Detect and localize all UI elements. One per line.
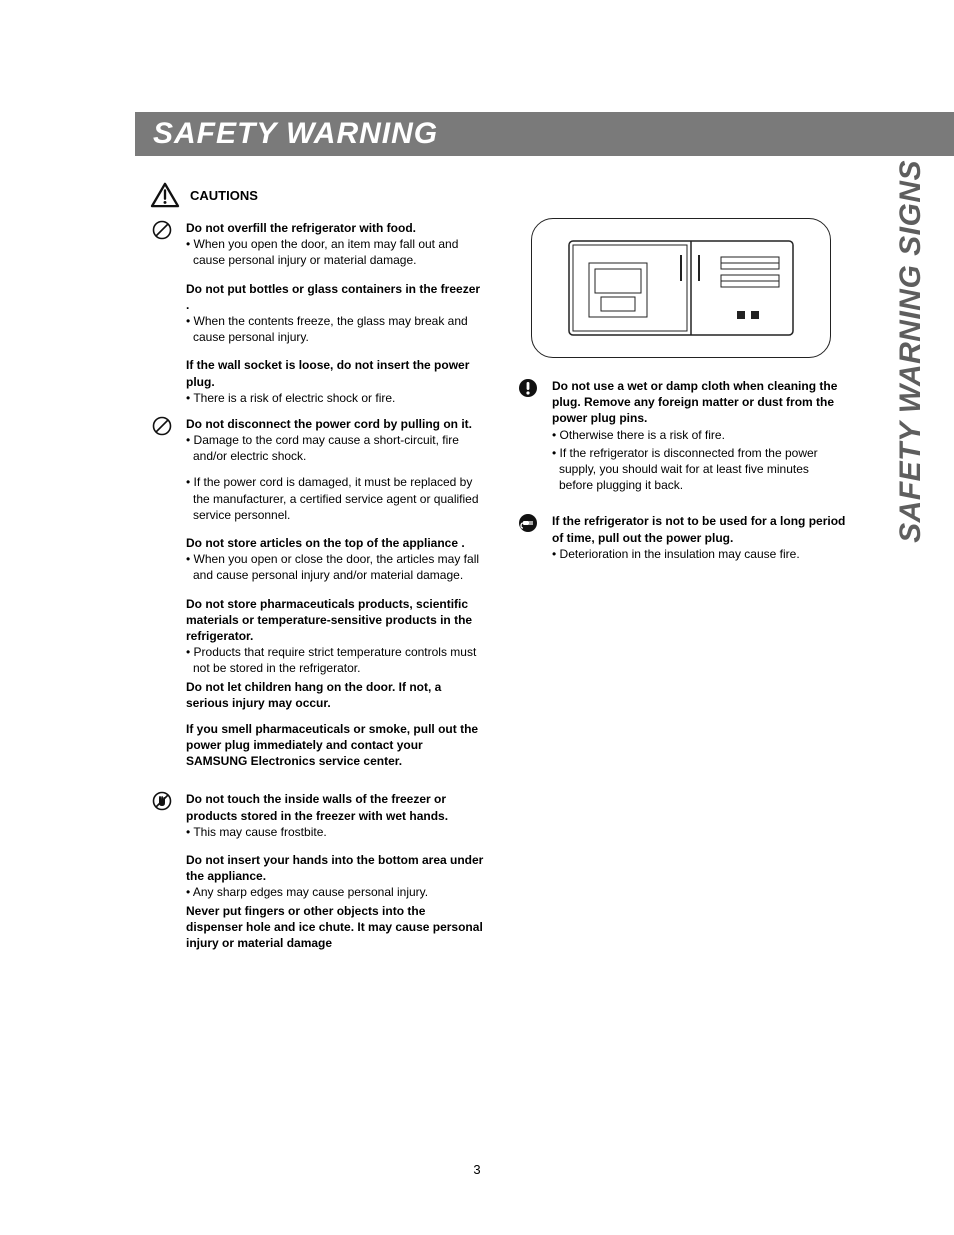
caution-heading: Do not insert your hands into the bottom… [186, 852, 485, 884]
caution-heading: Do not touch the inside walls of the fre… [186, 791, 485, 823]
caution-text: • This may cause frostbite. [186, 824, 485, 840]
page-title: SAFETY WARNING [153, 117, 438, 151]
page-number: 3 [0, 1162, 954, 1177]
caution-group-1: Do not overfill the refrigerator with fo… [150, 218, 485, 408]
caution-heading: Do not overfill the refrigerator with fo… [186, 220, 485, 236]
caution-text: • Products that require strict temperatu… [186, 644, 485, 676]
no-touch-icon [152, 791, 172, 811]
prohibit-icon [152, 416, 172, 436]
caution-text: • When you open the door, an item may fa… [186, 236, 485, 268]
cautions-label: CAUTIONS [190, 188, 258, 203]
unplug-icon [518, 513, 538, 533]
caution-heading: Do not let children hang on the door. If… [186, 679, 485, 711]
caution-heading: Do not store articles on the top of the … [186, 535, 485, 551]
right-column: Do not use a wet or damp cloth when clea… [516, 218, 846, 570]
refrigerator-illustration [531, 218, 831, 358]
caution-heading: Do not use a wet or damp cloth when clea… [552, 378, 846, 427]
caution-text: • When the contents freeze, the glass ma… [186, 313, 485, 345]
caution-text: • If the power cord is damaged, it must … [186, 474, 485, 523]
fridge-icon [551, 233, 811, 343]
caution-group-3: Do not touch the inside walls of the fre… [150, 789, 485, 951]
prohibit-icon [152, 220, 172, 240]
caution-text: • Deterioration in the insulation may ca… [552, 546, 846, 562]
caution-text: • Otherwise there is a risk of fire. [552, 427, 846, 443]
caution-heading: Do not store pharmaceuticals products, s… [186, 596, 485, 645]
caution-heading: If the wall socket is loose, do not inse… [186, 357, 485, 389]
left-column: Do not overfill the refrigerator with fo… [150, 218, 485, 957]
caution-text: • When you open or close the door, the a… [186, 551, 485, 583]
warning-triangle-icon [150, 182, 180, 208]
caution-heading: If the refrigerator is not to be used fo… [552, 513, 846, 545]
caution-heading: Do not put bottles or glass containers i… [186, 281, 485, 313]
side-tab-label: SAFETY WARNING SIGNS [894, 160, 928, 543]
caution-text: • There is a risk of electric shock or f… [186, 390, 485, 406]
caution-text: • If the refrigerator is disconnected fr… [552, 445, 846, 494]
caution-group-2: Do not disconnect the power cord by pull… [150, 414, 485, 770]
caution-group-r1: Do not use a wet or damp cloth when clea… [516, 376, 846, 495]
cautions-header: CAUTIONS [150, 182, 258, 208]
caution-text: • Damage to the cord may cause a short-c… [186, 432, 485, 464]
attention-icon [518, 378, 538, 398]
title-bar: SAFETY WARNING [135, 112, 954, 156]
caution-text: • Any sharp edges may cause personal inj… [186, 884, 485, 900]
caution-heading: Never put fingers or other objects into … [186, 903, 485, 952]
caution-heading: If you smell pharmaceuticals or smoke, p… [186, 721, 485, 770]
caution-heading: Do not disconnect the power cord by pull… [186, 416, 485, 432]
caution-group-r2: If the refrigerator is not to be used fo… [516, 511, 846, 564]
